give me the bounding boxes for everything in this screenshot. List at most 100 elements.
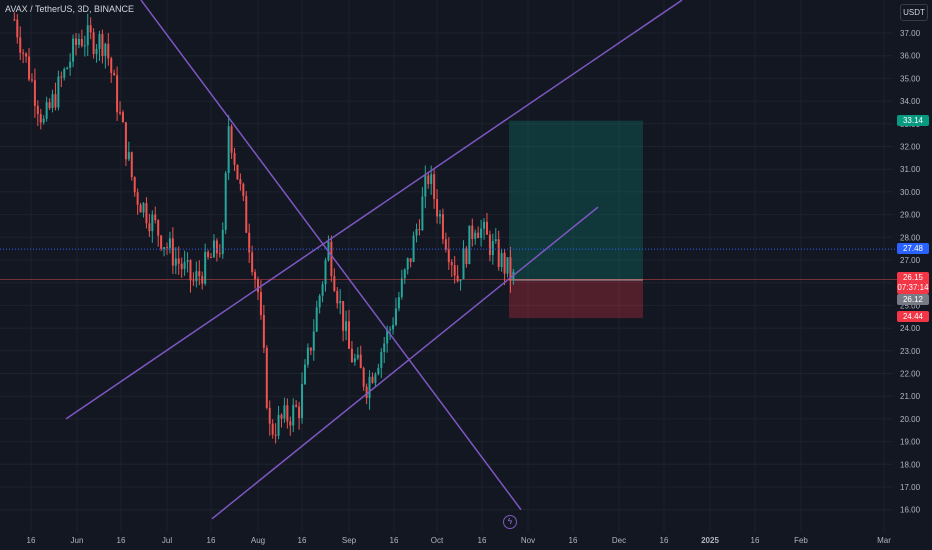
x-tick-label: 16 xyxy=(569,536,578,545)
candle-body xyxy=(409,258,412,262)
candle-body xyxy=(330,241,333,277)
candle-body xyxy=(127,152,130,160)
candle-body xyxy=(107,43,110,59)
candle-body xyxy=(204,251,207,284)
candle-body xyxy=(271,423,274,435)
candle-body xyxy=(444,239,447,250)
candle-body xyxy=(397,297,400,309)
y-tick-label: 32.00 xyxy=(900,143,921,152)
candle-body xyxy=(28,56,31,80)
candle-body xyxy=(383,343,386,352)
candle-body xyxy=(403,269,406,279)
candle-body xyxy=(436,198,439,217)
candle-body xyxy=(315,307,318,332)
candle-body xyxy=(500,253,503,267)
candle-body xyxy=(491,241,494,256)
candle-body xyxy=(374,374,377,383)
candle-body xyxy=(380,351,383,368)
candle-body xyxy=(394,308,397,325)
stop-price-tag: 24.44 xyxy=(897,311,929,322)
candle-body xyxy=(377,367,380,375)
candle-body xyxy=(177,258,180,264)
candle-body xyxy=(488,234,491,256)
candle-body xyxy=(433,174,436,199)
lightning-icon[interactable]: ϟ xyxy=(503,515,517,529)
y-tick-label: 17.00 xyxy=(900,483,921,492)
candle-body xyxy=(218,253,221,255)
price-lines xyxy=(0,248,897,280)
candle-body xyxy=(66,67,69,69)
candle-body xyxy=(224,173,227,230)
candle-body xyxy=(333,276,336,291)
candle-body xyxy=(230,126,233,153)
candle-body xyxy=(60,76,63,78)
candle-body xyxy=(415,229,418,236)
currency-button[interactable]: USDT xyxy=(900,4,928,21)
candle-body xyxy=(186,260,189,263)
grid-lines xyxy=(0,0,893,532)
candle-body xyxy=(119,112,122,114)
candle-body xyxy=(303,364,306,384)
candle-body xyxy=(77,38,80,45)
y-tick-label: 24.00 xyxy=(900,324,921,333)
candle-body xyxy=(110,58,113,73)
candle-body xyxy=(113,72,116,76)
candle-body xyxy=(98,34,101,49)
candle-body xyxy=(233,152,236,165)
candle-body xyxy=(174,258,177,266)
candle-body xyxy=(262,314,265,348)
candle-body xyxy=(421,196,424,230)
candle-body xyxy=(39,114,42,123)
x-tick-label: Feb xyxy=(794,536,808,545)
candle-body xyxy=(104,43,107,57)
candle-body xyxy=(503,253,506,274)
candle-body xyxy=(477,232,480,238)
bar-countdown: 07:37:14 xyxy=(897,283,929,292)
candle-body xyxy=(283,405,286,419)
y-tick-label: 37.00 xyxy=(900,29,921,38)
candle-body xyxy=(86,25,89,46)
y-tick-label: 34.00 xyxy=(900,97,921,106)
candle-body xyxy=(430,174,433,185)
candle-body xyxy=(339,301,342,304)
candle-body xyxy=(301,383,304,419)
x-tick-label: Nov xyxy=(521,536,535,545)
candle-body xyxy=(289,421,292,426)
candle-body xyxy=(412,235,415,262)
candle-body xyxy=(183,262,186,270)
candle-body xyxy=(439,214,441,217)
candle-body xyxy=(121,112,124,123)
candle-body xyxy=(348,321,350,349)
candle-body xyxy=(474,232,477,239)
candle-body xyxy=(277,414,280,436)
candle-body xyxy=(453,265,456,276)
candle-body xyxy=(51,94,54,109)
x-tick-label: Sep xyxy=(342,536,357,545)
candle-body xyxy=(215,240,218,254)
candle-body xyxy=(386,330,389,344)
candle-body xyxy=(13,19,16,21)
candle-body xyxy=(353,358,356,363)
candle-body xyxy=(321,284,324,296)
y-tick-label: 30.00 xyxy=(900,188,921,197)
descending-trendline xyxy=(140,0,522,511)
candle-body xyxy=(318,295,321,308)
position-zones xyxy=(509,120,643,319)
candle-body xyxy=(145,203,148,224)
candle-body xyxy=(236,164,239,180)
x-tick-label: 16 xyxy=(390,536,399,545)
candle-body xyxy=(166,247,168,249)
candle-body xyxy=(139,204,142,213)
candle-body xyxy=(124,122,127,160)
candle-body xyxy=(69,61,72,68)
candle-body xyxy=(57,76,60,108)
candle-body xyxy=(254,272,257,280)
candle-body xyxy=(54,94,57,108)
candle-body xyxy=(350,348,353,363)
candle-body xyxy=(245,195,248,233)
y-tick-label: 35.00 xyxy=(900,74,921,83)
candle-body xyxy=(80,38,83,46)
candle-body xyxy=(25,53,28,57)
y-tick-label: 19.00 xyxy=(900,438,921,447)
